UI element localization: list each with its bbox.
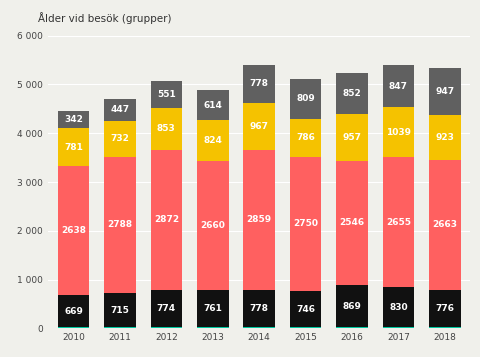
Bar (197, 120, 228, 161)
Bar (151, 290, 182, 327)
Text: 342: 342 (64, 115, 83, 124)
Bar (290, 327, 322, 328)
Text: 2655: 2655 (386, 218, 411, 227)
Bar (336, 327, 368, 328)
Bar (243, 150, 275, 290)
Bar (58, 327, 89, 328)
Text: 732: 732 (110, 134, 130, 143)
Text: 967: 967 (250, 122, 269, 131)
Bar (58, 128, 89, 166)
Bar (383, 287, 414, 327)
Bar (243, 290, 275, 327)
Text: 2663: 2663 (432, 220, 457, 229)
Bar (197, 90, 228, 120)
Text: 2638: 2638 (61, 226, 86, 235)
Bar (104, 293, 136, 327)
Text: 2859: 2859 (247, 215, 272, 224)
Text: 824: 824 (204, 136, 222, 145)
Text: 778: 778 (250, 304, 269, 313)
Bar (290, 157, 322, 291)
Bar (383, 327, 414, 328)
Text: 447: 447 (110, 105, 130, 115)
Bar (104, 121, 136, 157)
Text: 852: 852 (343, 89, 361, 98)
Bar (429, 69, 461, 115)
Text: 2788: 2788 (108, 220, 132, 229)
Bar (151, 108, 182, 150)
Text: 869: 869 (343, 302, 361, 311)
Text: 669: 669 (64, 307, 83, 316)
Text: 551: 551 (157, 90, 176, 99)
Text: 809: 809 (296, 94, 315, 103)
Bar (429, 290, 461, 327)
Text: 2546: 2546 (339, 218, 365, 227)
Bar (104, 99, 136, 121)
Bar (151, 327, 182, 328)
Bar (429, 160, 461, 290)
Bar (290, 119, 322, 157)
Bar (58, 111, 89, 128)
Text: 781: 781 (64, 142, 83, 152)
Text: 847: 847 (389, 82, 408, 91)
Text: 923: 923 (435, 133, 454, 142)
Text: 786: 786 (296, 133, 315, 142)
Text: 830: 830 (389, 303, 408, 312)
Text: 1039: 1039 (386, 127, 411, 137)
Bar (58, 166, 89, 295)
Bar (151, 81, 182, 108)
Text: Ålder vid besök (grupper): Ålder vid besök (grupper) (38, 12, 172, 24)
Bar (243, 65, 275, 103)
Text: 853: 853 (157, 124, 176, 133)
Text: 746: 746 (296, 305, 315, 314)
Bar (290, 291, 322, 327)
Text: 947: 947 (435, 87, 455, 96)
Bar (58, 295, 89, 327)
Bar (151, 150, 182, 290)
Text: 778: 778 (250, 79, 269, 88)
Text: 957: 957 (343, 133, 361, 142)
Text: 761: 761 (204, 305, 222, 313)
Bar (383, 107, 414, 157)
Text: 2660: 2660 (200, 221, 225, 230)
Text: 715: 715 (110, 306, 130, 315)
Text: 614: 614 (204, 101, 222, 110)
Bar (336, 72, 368, 114)
Text: 776: 776 (435, 304, 455, 313)
Bar (243, 327, 275, 328)
Bar (336, 285, 368, 327)
Bar (243, 103, 275, 150)
Bar (104, 327, 136, 328)
Text: 2750: 2750 (293, 220, 318, 228)
Bar (336, 114, 368, 161)
Bar (197, 327, 228, 328)
Bar (104, 157, 136, 293)
Bar (429, 327, 461, 328)
Bar (197, 290, 228, 327)
Text: 2872: 2872 (154, 215, 179, 224)
Bar (383, 157, 414, 287)
Bar (336, 161, 368, 285)
Bar (383, 65, 414, 107)
Bar (290, 79, 322, 119)
Text: 774: 774 (157, 304, 176, 313)
Bar (429, 115, 461, 160)
Bar (197, 161, 228, 290)
